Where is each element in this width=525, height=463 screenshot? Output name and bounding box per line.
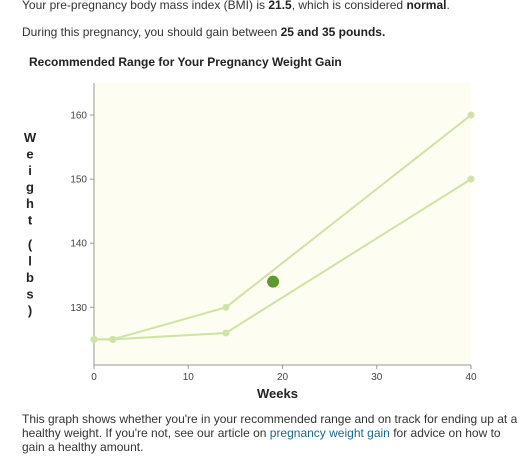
y-tick-label: 140: [70, 239, 87, 250]
bmi-prefix: Your pre-pregnancy body mass index (BMI)…: [22, 0, 269, 12]
gain-range: 25 and 35 pounds.: [280, 25, 386, 39]
pregnancy-weight-gain-link[interactable]: pregnancy weight gain: [269, 426, 390, 440]
bmi-middle: , which is considered: [291, 0, 407, 12]
range-point: [222, 329, 230, 337]
x-axis-label: Weeks: [257, 386, 298, 401]
y-tick-label: 150: [70, 175, 87, 186]
range-line-lower: [94, 178, 472, 341]
footer-text-before: This graph shows whether you're in your …: [22, 412, 518, 440]
y-tick-label: 130: [70, 303, 87, 314]
x-tick-label: 20: [277, 372, 289, 383]
bmi-category: normal: [406, 0, 447, 12]
range-point: [109, 335, 117, 343]
current-weight-marker: [267, 275, 280, 288]
plot-area: [94, 83, 471, 365]
bmi-statement: Your pre-pregnancy body mass index (BMI)…: [22, 0, 450, 12]
chart-title: Recommended Range for Your Pregnancy Wei…: [29, 55, 342, 69]
range-point: [467, 175, 475, 183]
range-point: [467, 111, 475, 119]
range-point: [90, 335, 98, 343]
x-tick-label: 40: [465, 372, 477, 383]
gain-prefix: During this pregnancy, you should gain b…: [22, 25, 281, 39]
y-tick-label: 160: [70, 111, 87, 122]
x-tick-label: 0: [91, 372, 97, 383]
x-tick-label: 10: [183, 372, 195, 383]
bmi-value: 21.5: [268, 0, 292, 12]
bmi-suffix: .: [446, 0, 450, 12]
x-tick-label: 30: [371, 372, 383, 383]
footer-text: This graph shows whether you're in your …: [22, 412, 522, 454]
range-point: [222, 303, 230, 311]
gain-statement: During this pregnancy, you should gain b…: [22, 25, 385, 39]
footer-text-after: for advice on how to gain a healthy amou…: [22, 426, 501, 454]
